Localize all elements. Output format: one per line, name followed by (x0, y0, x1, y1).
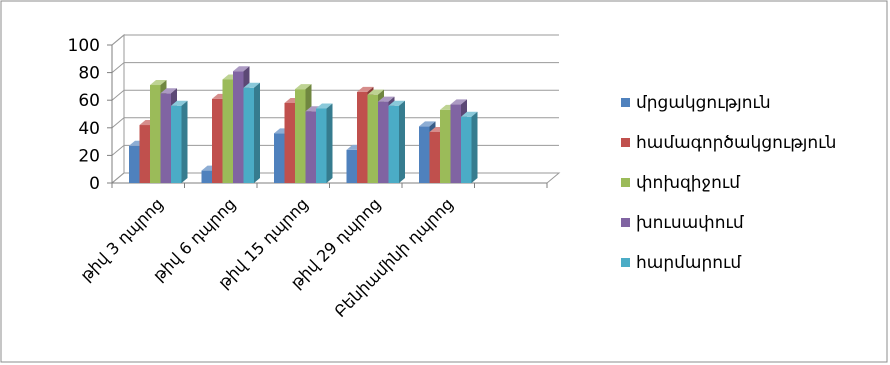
bar-side (471, 111, 478, 183)
bar-top (233, 66, 250, 72)
bar-front (388, 105, 399, 183)
legend-swatch (621, 258, 630, 267)
y-tick-label: 60 (78, 91, 100, 111)
bar-front (233, 71, 244, 183)
legend-item: փոխզիջում (621, 173, 740, 193)
legend-swatch (621, 218, 630, 227)
bar-front (150, 85, 161, 183)
legend-item: մրցակցություն (621, 93, 771, 113)
bar-top (316, 103, 333, 109)
legend-label: մրցակցություն (636, 93, 771, 113)
bar-side (181, 100, 188, 183)
bar-top (367, 89, 384, 95)
bar-top (378, 96, 395, 102)
bar-front (419, 126, 430, 183)
bar-side (254, 82, 260, 183)
bar-top (357, 86, 374, 92)
bar-top (450, 99, 467, 105)
bar-front (316, 108, 327, 183)
bar-top (388, 100, 405, 106)
y-tick-label: 40 (78, 119, 100, 139)
bar-top (419, 121, 436, 127)
bar-top (171, 100, 188, 106)
legend-label: հարմարում (636, 253, 741, 273)
legend-item: համագործակցություն (621, 133, 836, 153)
legend-label: փոխզիջում (636, 173, 740, 193)
side-wall (111, 33, 125, 185)
bar-front (222, 79, 233, 183)
legend-swatch (621, 98, 630, 107)
bar-front (440, 109, 451, 183)
bar (461, 111, 478, 183)
bar-front (129, 145, 140, 183)
legend-swatch (621, 178, 630, 187)
bar-front (429, 131, 440, 183)
bar-front (212, 98, 223, 183)
bar-front (201, 170, 212, 183)
legend-item: խուսափում (621, 213, 744, 233)
bar-front (139, 125, 150, 183)
legend-swatch (621, 138, 630, 147)
bar-front (367, 94, 378, 183)
bar-front (305, 111, 316, 183)
bar (171, 100, 188, 183)
bar-front (274, 133, 285, 183)
bar (243, 82, 260, 183)
bar-top (243, 82, 260, 88)
y-tick-label: 0 (89, 174, 100, 194)
bar-front (450, 104, 461, 183)
bar-top (295, 84, 312, 90)
bar-top (160, 88, 177, 94)
gridline (111, 34, 559, 46)
y-tick-label: 100 (68, 36, 100, 56)
legend-label: համագործակցություն (636, 133, 836, 153)
bar-front (378, 101, 389, 183)
bar-front (357, 91, 368, 183)
gridline (111, 172, 559, 184)
bar-side (399, 100, 405, 183)
y-tick-label: 20 (78, 146, 100, 166)
bar (388, 100, 405, 183)
bar-front (284, 102, 295, 183)
bar-front (346, 149, 357, 183)
gridline (111, 89, 559, 101)
gridline (111, 117, 559, 129)
legend-item: հարմարում (621, 253, 741, 273)
bar-top (150, 80, 167, 86)
bar-top (461, 111, 478, 117)
bar-front (171, 105, 182, 183)
legend-label: խուսափում (636, 213, 744, 233)
bar-front (243, 87, 254, 183)
bar (316, 103, 333, 183)
gridline (111, 62, 559, 73)
y-tick-label: 80 (78, 64, 100, 84)
bar-side (326, 103, 333, 183)
bar-front (160, 93, 171, 183)
legend: մրցակցություն համագործակցություն փոխզիջում… (621, 93, 836, 273)
bar-front (295, 89, 306, 183)
bar-front (461, 116, 472, 183)
gridline (111, 144, 559, 156)
